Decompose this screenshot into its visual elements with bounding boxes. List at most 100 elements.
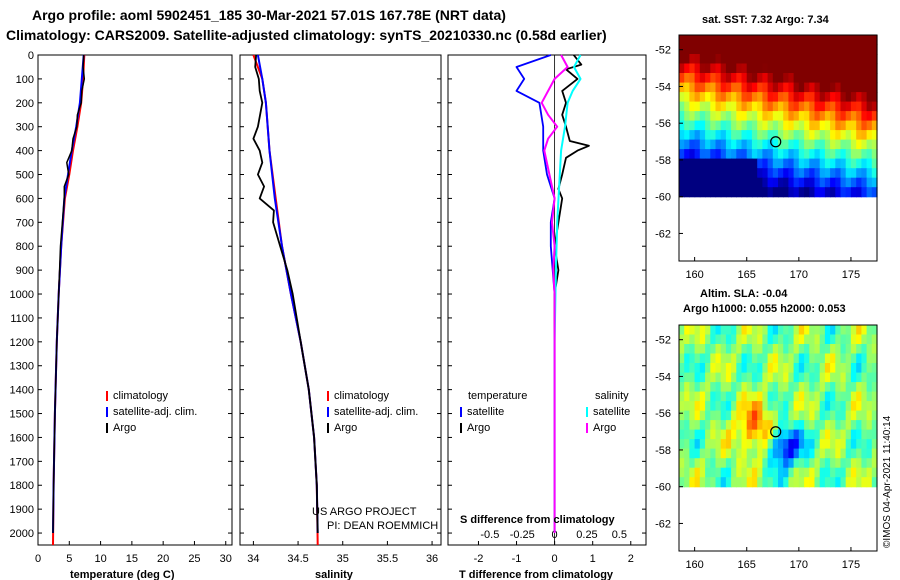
sla-cell xyxy=(866,467,873,478)
sla-cell xyxy=(684,410,690,421)
sla-cell xyxy=(850,429,857,440)
sst-cell xyxy=(746,139,753,150)
sst-cell xyxy=(746,44,753,55)
sla-cell xyxy=(751,372,758,383)
sst-cell xyxy=(751,92,758,103)
sst-cell xyxy=(720,139,727,150)
sst-cell xyxy=(850,139,857,150)
sst-cell xyxy=(824,111,831,122)
sla-cell xyxy=(767,420,774,431)
sla-cell xyxy=(720,382,727,393)
sla-cell xyxy=(746,344,753,355)
sst-cell xyxy=(814,54,821,65)
project-line-1: US ARGO PROJECT xyxy=(312,506,417,518)
sst-cell xyxy=(731,187,737,198)
sst-cell xyxy=(757,35,763,46)
sla-cell xyxy=(809,363,816,374)
sst-cell xyxy=(778,187,784,198)
sst-cell xyxy=(725,149,732,160)
sla-cell xyxy=(731,391,737,402)
sst-cell xyxy=(720,120,727,131)
x-tick-label-salinity: 0.25 xyxy=(576,529,597,541)
sla-cell xyxy=(783,372,789,383)
sla-cell xyxy=(679,325,685,336)
sla-cell xyxy=(710,391,717,402)
y-tick-label: 2000 xyxy=(10,528,34,540)
sla-cell xyxy=(715,467,722,478)
sla-cell xyxy=(850,363,857,374)
sst-cell xyxy=(814,187,821,198)
sla-cell xyxy=(757,363,763,374)
sla-cell xyxy=(762,420,769,431)
sla-cell xyxy=(699,353,706,364)
sla-cell xyxy=(684,363,690,374)
sla-cell xyxy=(840,325,847,336)
sst-cell xyxy=(746,92,753,103)
sst-cell xyxy=(840,101,847,112)
sla-cell xyxy=(793,325,800,336)
sst-cell xyxy=(793,44,800,55)
sst-cell xyxy=(725,120,732,131)
sst-cell xyxy=(845,187,852,198)
sst-cell xyxy=(778,54,784,65)
sst-cell xyxy=(850,177,857,188)
sst-cell xyxy=(772,82,779,93)
sst-cell xyxy=(778,44,784,55)
sla-cell xyxy=(793,391,800,402)
sst-cell xyxy=(778,158,784,169)
sst-cell xyxy=(679,101,685,112)
imos-credit: ©IMOS 04-Apr-2021 11:40:14 xyxy=(882,415,893,548)
sla-cell xyxy=(824,467,831,478)
sla-cell xyxy=(804,325,810,336)
sla-cell xyxy=(772,467,779,478)
sla-cell xyxy=(783,382,789,393)
sst-cell xyxy=(751,139,758,150)
x-tick-label: 2 xyxy=(628,553,634,565)
sst-cell xyxy=(788,111,795,122)
sla-cell xyxy=(856,439,862,450)
sst-cell xyxy=(778,168,784,179)
sla-cell xyxy=(793,439,800,450)
sla-cell xyxy=(856,420,862,431)
sla-cell xyxy=(814,420,821,431)
sst-cell xyxy=(861,63,868,74)
sla-cell xyxy=(840,382,847,393)
sst-map-panel: -52 -54 -56 -58 -60 -62 160 165 170 175 xyxy=(655,34,878,281)
sla-cell xyxy=(772,353,779,364)
sst-cell xyxy=(830,149,836,160)
sst-cell xyxy=(736,139,743,150)
sla-cell xyxy=(694,439,701,450)
sla-cell xyxy=(871,391,878,402)
y-tick-label: 700 xyxy=(16,217,34,229)
sla-cell xyxy=(736,477,743,488)
sst-cell xyxy=(694,54,701,65)
sst-cell xyxy=(715,130,722,141)
sla-cell xyxy=(751,448,758,459)
sst-cell xyxy=(741,130,748,141)
sst-cell xyxy=(824,92,831,103)
sla-cell xyxy=(746,363,753,374)
sst-cell xyxy=(746,187,753,198)
sla-cell xyxy=(736,353,743,364)
sst-cell xyxy=(819,120,826,131)
sst-cell xyxy=(741,139,748,150)
sla-cell xyxy=(783,401,789,412)
sst-cell xyxy=(746,35,753,46)
sla-cell xyxy=(850,448,857,459)
sla-cell xyxy=(689,439,696,450)
lat-tick-label: -56 xyxy=(655,408,671,420)
sla-cell xyxy=(757,382,763,393)
sla-cell xyxy=(767,477,774,488)
series-satellite xyxy=(256,54,319,534)
sst-cell xyxy=(689,92,696,103)
sla-cell xyxy=(715,334,722,345)
sla-cell xyxy=(684,391,690,402)
sst-cell xyxy=(845,82,852,93)
sla-cell xyxy=(814,401,821,412)
sst-cell xyxy=(772,168,779,179)
sla-cell xyxy=(835,458,842,469)
sla-cell xyxy=(767,325,774,336)
legend-label: Argo xyxy=(467,422,490,434)
sla-cell xyxy=(725,391,732,402)
sst-cell xyxy=(809,82,816,93)
